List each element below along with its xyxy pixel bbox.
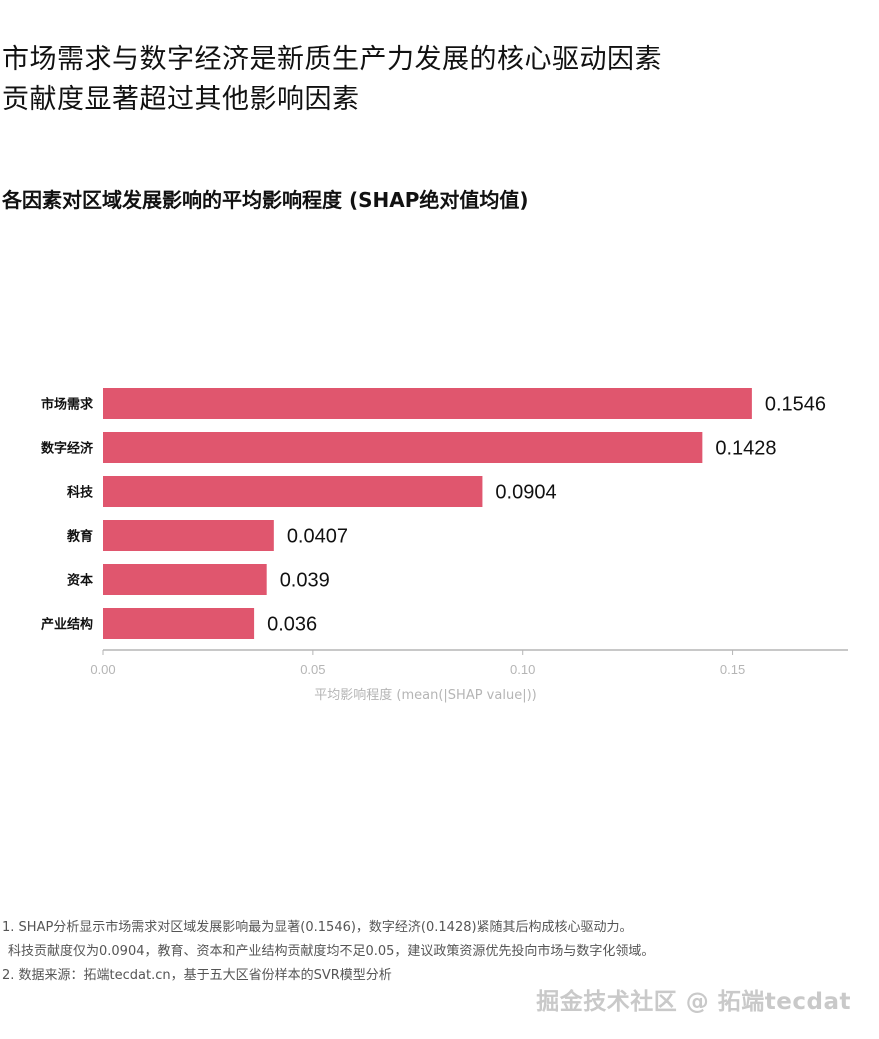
- category-label: 科技: [67, 485, 94, 501]
- value-label: 0.0407: [287, 526, 348, 548]
- bar: [103, 608, 255, 639]
- footnote-2: 2. 数据来源：拓端tecdat.cn，基于五大区省份样本的SVR模型分析: [2, 968, 392, 983]
- x-tick-label: 0.10: [510, 662, 535, 677]
- bar: [103, 564, 267, 595]
- headline-line-1: 市场需求与数字经济是新质生产力发展的核心驱动因素: [2, 44, 662, 75]
- category-label: 市场需求: [41, 397, 94, 413]
- x-tick-label: 0.05: [300, 662, 325, 677]
- bar: [103, 432, 703, 463]
- x-axis-title: 平均影响程度 (mean(|SHAP value|)): [314, 687, 536, 703]
- footnote-1-continued: 科技贡献度仅为0.0904，教育、资本和产业结构贡献度均不足0.05，建议政策资…: [8, 944, 655, 959]
- value-label: 0.0904: [495, 482, 556, 504]
- value-label: 0.1428: [715, 438, 776, 460]
- chart-subtitle: 各因素对区域发展影响的平均影响程度 (SHAP绝对值均值): [2, 188, 529, 212]
- category-label: 资本: [67, 573, 93, 589]
- value-label: 0.039: [280, 570, 330, 592]
- x-tick-label: 0.00: [90, 662, 115, 677]
- category-label: 产业结构: [41, 617, 93, 633]
- headline-line-2: 贡献度显著超过其他影响因素: [2, 84, 360, 115]
- category-label: 数字经济: [41, 441, 94, 457]
- bar-chart: 市场需求 0.1546 数字经济 0.1428 科技 0.0904 教育 0.0407 资本 0.…: [41, 388, 848, 703]
- x-tick-label: 0.15: [720, 662, 745, 677]
- bar: [103, 520, 274, 551]
- bar: [103, 476, 483, 507]
- watermark: 掘金技术社区 @ 拓端tecdat: [536, 989, 851, 1015]
- footnote-1: 1. SHAP分析显示市场需求对区域发展影响最为显著(0.1546)，数字经济(…: [2, 920, 633, 935]
- value-label: 0.1546: [765, 394, 826, 416]
- headline: 市场需求与数字经济是新质生产力发展的核心驱动因素 贡献度显著超过其他影响因素: [2, 40, 662, 120]
- value-label: 0.036: [267, 614, 317, 636]
- bar: [103, 388, 752, 419]
- category-label: 教育: [66, 529, 93, 545]
- footnotes: 1. SHAP分析显示市场需求对区域发展影响最为显著(0.1546)，数字经济(…: [2, 916, 654, 988]
